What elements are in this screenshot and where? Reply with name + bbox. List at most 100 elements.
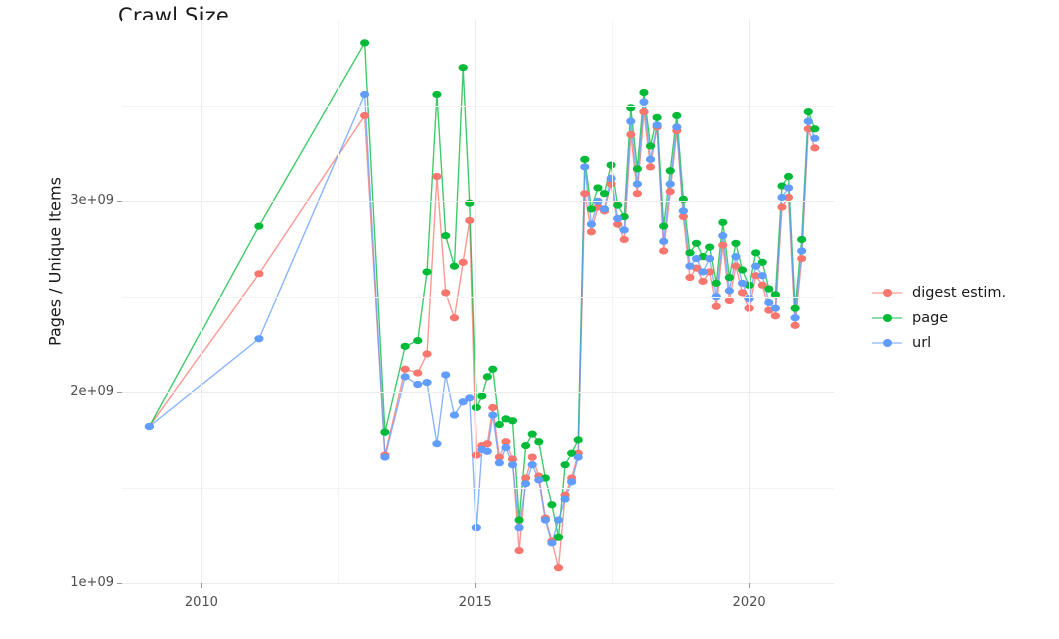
data-point[interactable] xyxy=(705,268,715,276)
data-point[interactable] xyxy=(547,539,557,547)
data-point[interactable] xyxy=(553,564,564,572)
data-point[interactable] xyxy=(449,314,460,322)
data-point[interactable] xyxy=(797,247,807,255)
data-point[interactable] xyxy=(599,205,610,213)
data-point[interactable] xyxy=(360,39,370,47)
data-point[interactable] xyxy=(724,287,734,295)
data-point[interactable] xyxy=(501,443,511,452)
data-point[interactable] xyxy=(482,373,492,381)
data-point[interactable] xyxy=(803,108,813,116)
data-point[interactable] xyxy=(790,314,800,322)
data-point[interactable] xyxy=(790,304,800,312)
data-point[interactable] xyxy=(432,172,442,181)
data-point[interactable] xyxy=(360,111,370,120)
data-point[interactable] xyxy=(685,262,695,270)
data-point[interactable] xyxy=(507,455,518,463)
data-point[interactable] xyxy=(488,411,498,419)
data-point[interactable] xyxy=(422,379,432,387)
data-point[interactable] xyxy=(560,495,570,503)
data-point[interactable] xyxy=(737,266,748,274)
data-point[interactable] xyxy=(507,417,518,425)
data-point[interactable] xyxy=(514,524,524,532)
data-point[interactable] xyxy=(645,155,656,163)
data-point[interactable] xyxy=(586,228,596,236)
data-point[interactable] xyxy=(698,268,708,276)
data-point[interactable] xyxy=(413,380,423,389)
data-point[interactable] xyxy=(580,190,590,198)
data-point[interactable] xyxy=(797,235,807,244)
data-point[interactable] xyxy=(441,232,451,240)
data-point[interactable] xyxy=(770,291,781,299)
data-point[interactable] xyxy=(380,428,390,436)
data-point[interactable] xyxy=(144,422,154,431)
data-point[interactable] xyxy=(783,184,794,192)
data-point[interactable] xyxy=(553,516,564,524)
data-point[interactable] xyxy=(534,476,544,484)
data-point[interactable] xyxy=(632,190,642,198)
data-point[interactable] xyxy=(639,88,649,97)
data-point[interactable] xyxy=(606,180,616,188)
data-point[interactable] xyxy=(777,203,787,211)
data-point[interactable] xyxy=(586,205,596,213)
data-point[interactable] xyxy=(400,373,410,381)
data-point[interactable] xyxy=(580,155,590,163)
data-point[interactable] xyxy=(527,461,537,469)
data-point[interactable] xyxy=(580,163,590,171)
data-point[interactable] xyxy=(501,438,511,446)
data-point[interactable] xyxy=(521,441,531,450)
data-point[interactable] xyxy=(494,453,504,461)
data-point[interactable] xyxy=(465,394,475,402)
data-point[interactable] xyxy=(665,180,675,188)
data-point[interactable] xyxy=(521,480,531,488)
data-point[interactable] xyxy=(678,207,688,215)
data-point[interactable] xyxy=(488,365,498,373)
legend-item[interactable]: digest estim. xyxy=(872,280,1052,305)
data-point[interactable] xyxy=(757,281,767,289)
data-point[interactable] xyxy=(731,262,741,270)
data-point[interactable] xyxy=(757,272,767,280)
data-point[interactable] xyxy=(751,272,761,280)
data-point[interactable] xyxy=(471,524,481,532)
data-point[interactable] xyxy=(691,239,702,247)
data-point[interactable] xyxy=(691,254,702,263)
data-point[interactable] xyxy=(458,64,468,72)
data-point[interactable] xyxy=(724,296,734,305)
data-point[interactable] xyxy=(606,161,616,169)
data-point[interactable] xyxy=(432,90,442,99)
data-point[interactable] xyxy=(783,172,794,181)
data-point[interactable] xyxy=(547,501,557,509)
data-point[interactable] xyxy=(521,474,531,482)
data-point[interactable] xyxy=(659,222,669,230)
data-point[interactable] xyxy=(659,237,669,245)
data-point[interactable] xyxy=(678,212,688,221)
data-point[interactable] xyxy=(797,254,807,263)
data-point[interactable] xyxy=(573,453,583,461)
data-point[interactable] xyxy=(718,232,728,240)
data-point[interactable] xyxy=(449,262,460,270)
data-point[interactable] xyxy=(514,516,524,524)
data-point[interactable] xyxy=(757,258,767,266)
data-point[interactable] xyxy=(449,411,460,419)
data-point[interactable] xyxy=(731,253,741,261)
data-point[interactable] xyxy=(672,111,682,120)
data-point[interactable] xyxy=(764,285,774,293)
data-point[interactable] xyxy=(652,121,662,129)
data-point[interactable] xyxy=(254,222,264,230)
data-point[interactable] xyxy=(586,220,596,228)
data-point[interactable] xyxy=(619,235,629,244)
data-point[interactable] xyxy=(613,214,623,223)
data-point[interactable] xyxy=(613,220,623,228)
data-point[interactable] xyxy=(737,279,748,287)
data-point[interactable] xyxy=(698,277,708,286)
data-point[interactable] xyxy=(494,459,504,467)
data-point[interactable] xyxy=(790,321,800,329)
data-point[interactable] xyxy=(494,421,504,429)
data-point[interactable] xyxy=(639,98,649,106)
data-point[interactable] xyxy=(441,289,451,297)
data-point[interactable] xyxy=(254,335,264,343)
data-point[interactable] xyxy=(665,167,675,175)
data-point[interactable] xyxy=(810,144,820,152)
data-point[interactable] xyxy=(514,546,524,555)
data-point[interactable] xyxy=(685,274,695,282)
data-point[interactable] xyxy=(672,123,682,131)
